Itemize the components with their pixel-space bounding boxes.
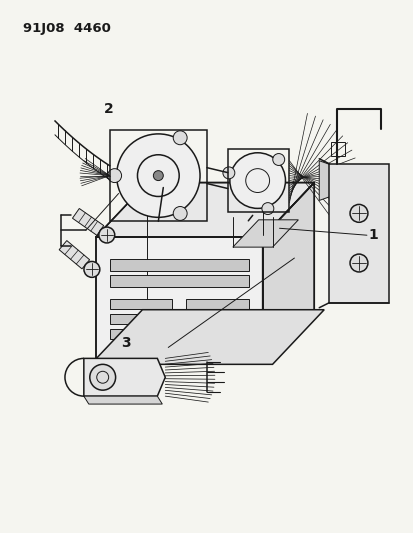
Circle shape [90, 365, 115, 390]
Polygon shape [59, 240, 89, 269]
Polygon shape [109, 275, 248, 287]
Text: 3: 3 [121, 336, 130, 350]
Polygon shape [262, 183, 313, 365]
Circle shape [222, 167, 234, 179]
Polygon shape [95, 183, 313, 237]
Polygon shape [72, 208, 104, 236]
Polygon shape [95, 237, 262, 365]
Polygon shape [109, 299, 172, 309]
Circle shape [261, 203, 273, 215]
Circle shape [229, 153, 285, 208]
Circle shape [272, 154, 284, 165]
Polygon shape [109, 259, 248, 271]
Circle shape [107, 168, 121, 183]
Polygon shape [186, 328, 248, 338]
Polygon shape [83, 358, 165, 396]
Polygon shape [318, 161, 335, 200]
Polygon shape [109, 328, 172, 338]
Polygon shape [232, 220, 298, 247]
Polygon shape [186, 314, 248, 324]
Text: 2: 2 [104, 102, 113, 116]
Circle shape [173, 131, 187, 145]
Polygon shape [186, 299, 248, 309]
Polygon shape [90, 310, 323, 365]
Circle shape [116, 134, 199, 217]
Text: 91J08  4460: 91J08 4460 [23, 22, 111, 35]
Circle shape [99, 227, 114, 243]
Text: 1: 1 [368, 228, 378, 242]
Polygon shape [109, 314, 172, 324]
Polygon shape [328, 164, 388, 303]
Circle shape [173, 206, 187, 221]
Polygon shape [83, 396, 162, 404]
Circle shape [153, 171, 163, 181]
Circle shape [349, 254, 367, 272]
Circle shape [84, 262, 100, 277]
Circle shape [349, 205, 367, 222]
